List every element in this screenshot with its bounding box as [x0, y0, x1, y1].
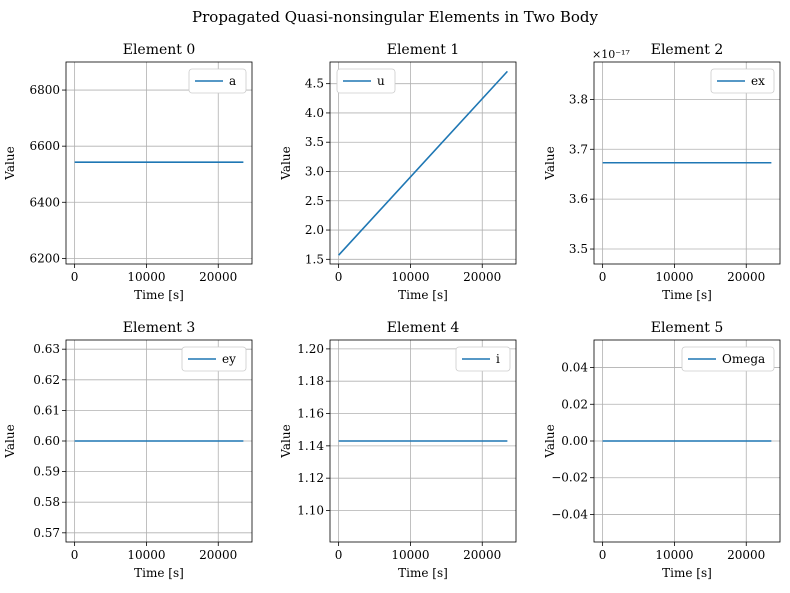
y-axis-label: Value	[3, 424, 17, 458]
x-tick-label: 20000	[727, 270, 765, 284]
y-tick-label: 6200	[29, 251, 60, 265]
plot-frame	[329, 61, 517, 265]
axis-offset-text: ×10⁻¹⁷	[592, 48, 630, 61]
y-tick-label: 3.6	[569, 192, 588, 206]
y-tick-label: 1.10	[297, 503, 324, 517]
legend: u	[336, 68, 396, 94]
series-line-u	[338, 70, 508, 256]
figure-title: Propagated Quasi-nonsingular Elements in…	[192, 8, 598, 26]
x-axis-label: Time [s]	[662, 288, 712, 302]
x-axis-label: Time [s]	[398, 288, 448, 302]
legend-entry: ex	[751, 74, 765, 88]
subplot-title: Element 4	[387, 320, 460, 336]
y-tick-label: 3.5	[569, 242, 588, 256]
y-axis-label: Value	[543, 146, 557, 180]
x-axis-label: Time [s]	[398, 566, 448, 580]
x-tick-label: 10000	[127, 270, 165, 284]
y-tick-label: 6600	[29, 139, 60, 153]
y-tick-label: 4.5	[305, 77, 324, 91]
subplot-element-5: 0 10000 20000 −0.04 −0.02 0.00 0.02 0.04 Element…	[543, 320, 781, 580]
y-tick-label: 1.16	[297, 407, 324, 421]
subplot-element-4: 0 10000 20000 1.10 1.12 1.14 1.16 1.18 1.20 Eleme…	[279, 320, 517, 580]
legend: ey	[181, 346, 247, 372]
x-tick-label: 0	[335, 270, 343, 284]
subplot-element-3: 0 10000 20000 0.57 0.58 0.59 0.60 0.61 0.62 0.63 E…	[3, 320, 253, 580]
legend-entry: u	[377, 74, 385, 88]
x-tick-label: 20000	[463, 270, 501, 284]
y-tick-label: 0.00	[561, 434, 588, 448]
x-tick-label: 20000	[727, 548, 765, 562]
x-tick-label: 0	[71, 548, 79, 562]
subplot-title: Element 1	[387, 42, 460, 58]
y-tick-label: 0.62	[33, 373, 60, 387]
legend-entry: a	[229, 74, 236, 88]
y-tick-label: 4.0	[305, 106, 324, 120]
y-tick-label: 1.5	[305, 252, 324, 266]
y-axis-label: Value	[279, 146, 293, 180]
y-tick-label: 0.04	[561, 361, 588, 375]
x-axis-label: Time [s]	[662, 566, 712, 580]
x-tick-label: 20000	[199, 548, 237, 562]
subplot-title: Element 2	[651, 42, 724, 58]
subplot-title: Element 5	[651, 320, 724, 336]
y-tick-label: 1.18	[297, 374, 324, 388]
y-tick-label: 2.5	[305, 194, 324, 208]
y-tick-label: 3.7	[569, 142, 588, 156]
y-tick-label: 6400	[29, 195, 60, 209]
x-tick-label: 10000	[127, 548, 165, 562]
x-tick-label: 10000	[391, 548, 429, 562]
x-axis-label: Time [s]	[134, 288, 184, 302]
legend: i	[455, 346, 511, 372]
x-tick-label: 0	[599, 548, 607, 562]
y-axis-label: Value	[543, 424, 557, 458]
legend-entry: ey	[222, 352, 236, 366]
y-tick-label: 0.59	[33, 465, 60, 479]
y-tick-label: 0.02	[561, 397, 588, 411]
y-axis-label: Value	[3, 146, 17, 180]
y-tick-label: 0.61	[33, 403, 60, 417]
legend: a	[188, 68, 247, 94]
legend-entry: i	[496, 352, 500, 366]
y-tick-label: 0.63	[33, 342, 60, 356]
plot-frame	[65, 61, 253, 265]
y-tick-label: 1.14	[297, 439, 324, 453]
x-tick-label: 10000	[391, 270, 429, 284]
y-tick-label: 3.8	[569, 92, 588, 106]
y-tick-label: −0.02	[551, 471, 588, 485]
x-tick-label: 0	[335, 548, 343, 562]
y-tick-label: 1.12	[297, 471, 324, 485]
subplot-element-0: 0 10000 20000 6200 6400 6600 6800 Element 0 Time…	[3, 42, 253, 302]
x-tick-label: 10000	[655, 548, 693, 562]
x-tick-label: 0	[71, 270, 79, 284]
legend-entry: Omega	[722, 352, 765, 366]
y-tick-label: 0.57	[33, 526, 60, 540]
y-tick-label: 2.0	[305, 223, 324, 237]
y-tick-label: 6800	[29, 83, 60, 97]
x-axis-label: Time [s]	[134, 566, 184, 580]
legend: ex	[710, 68, 775, 94]
legend-frame	[681, 346, 775, 372]
plot-frame	[593, 61, 781, 265]
x-tick-label: 10000	[655, 270, 693, 284]
y-tick-label: 3.5	[305, 135, 324, 149]
subplot-element-2: 0 10000 20000 3.5 3.6 3.7 3.8 Element 2 Time [s]…	[543, 42, 781, 302]
y-tick-label: −0.04	[551, 507, 588, 521]
subplot-element-1: 0 10000 20000 1.5 2.0 2.5 3.0 3.5 4.0 4.5 Element …	[279, 42, 517, 302]
y-axis-label: Value	[279, 424, 293, 458]
legend: Omega	[681, 346, 775, 372]
y-tick-label: 3.0	[305, 164, 324, 178]
y-tick-label: 0.58	[33, 495, 60, 509]
x-tick-label: 20000	[463, 548, 501, 562]
subplot-title: Element 3	[123, 320, 196, 336]
subplot-title: Element 0	[123, 42, 196, 58]
y-tick-label: 1.20	[297, 342, 324, 356]
x-tick-label: 20000	[199, 270, 237, 284]
plot-frame	[329, 339, 517, 543]
y-tick-label: 0.60	[33, 434, 60, 448]
x-tick-label: 0	[599, 270, 607, 284]
